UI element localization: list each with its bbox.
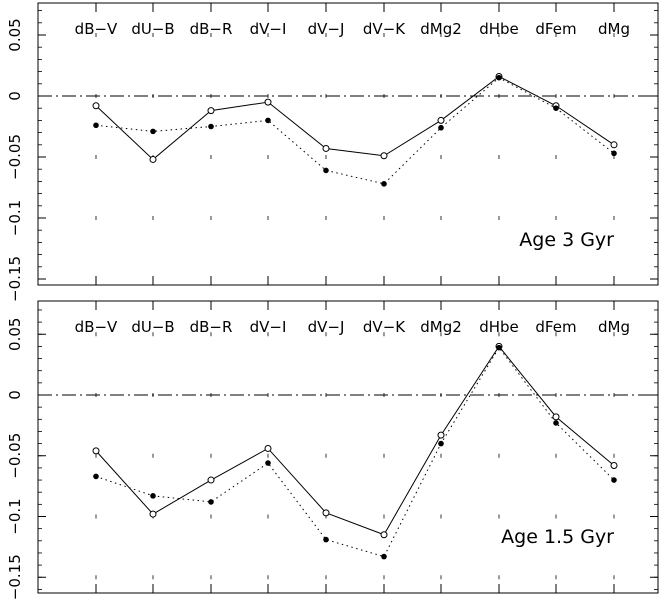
category-label: dV−J <box>308 20 345 38</box>
filled-circle-marker <box>553 420 559 426</box>
category-label: dB−R <box>190 20 233 38</box>
filled-circle-marker <box>381 181 387 187</box>
filled-circle-marker <box>496 74 502 81</box>
open-circle-marker <box>92 447 100 455</box>
y-tick-label: 0 <box>6 390 24 400</box>
filled-circle-marker <box>265 117 271 124</box>
category-label: dMg <box>598 20 630 38</box>
chart-panel-2: 0.05 0 −0.05 −0.1 −0.15 dB−V dU−B dB−R dV−I dV−J d… <box>6 300 659 600</box>
open-circle-marker <box>380 152 388 160</box>
open-circle-marker <box>610 141 618 149</box>
category-label: dV−I <box>250 318 287 336</box>
open-circle-marker <box>322 144 330 152</box>
filled-circle-marker <box>93 122 99 129</box>
open-circle-marker <box>149 155 157 163</box>
category-label: dMg <box>598 318 630 336</box>
filled-circle-marker <box>265 460 271 466</box>
age-annotation: Age 3 Gyr <box>519 229 614 251</box>
series-dotted-line <box>95 77 615 185</box>
category-label: dV−K <box>363 20 406 38</box>
age-annotation: Age 1.5 Gyr <box>501 526 614 548</box>
filled-circle-marker <box>150 493 156 499</box>
series-solid-line <box>95 345 615 536</box>
y-tick-label: 0.05 <box>6 18 24 51</box>
filled-circle-marker <box>323 536 329 543</box>
filled-circle-marker <box>208 499 214 505</box>
filled-circle-marker <box>496 344 502 351</box>
open-circle-marker <box>149 510 157 518</box>
open-circle-marker <box>610 461 618 469</box>
open-circle-marker <box>207 476 215 484</box>
category-label: dB−V <box>75 318 118 336</box>
filled-circle-marker <box>208 123 214 130</box>
filled-circle-marker <box>553 105 559 111</box>
category-label: dV−K <box>363 318 406 336</box>
filled-circle-marker <box>93 473 99 480</box>
y-tick-label: −0.15 <box>6 554 24 600</box>
category-label: dMg2 <box>420 20 462 38</box>
category-label: dMg2 <box>420 318 462 336</box>
filled-circle-marker <box>381 553 387 560</box>
y-tick-label: 0.05 <box>6 318 24 351</box>
filled-circle-marker <box>323 167 329 174</box>
open-circle-marker <box>207 107 215 115</box>
filled-circle-marker <box>611 150 617 157</box>
filled-circle-marker <box>438 440 444 447</box>
filled-circle-marker <box>438 124 444 131</box>
category-label: dB−V <box>75 20 118 38</box>
category-label: dV−I <box>250 20 287 38</box>
open-circle-marker <box>92 102 100 110</box>
open-circle-marker <box>437 116 445 124</box>
y-tick-label: −0.05 <box>6 433 24 479</box>
open-circle-marker <box>264 444 272 452</box>
open-circle-marker <box>552 413 560 421</box>
y-tick-label: −0.1 <box>6 200 24 236</box>
y-tick-label: −0.1 <box>6 498 24 534</box>
category-label: dFem <box>535 20 576 38</box>
y-tick-label: 0 <box>6 91 24 101</box>
open-circle-marker <box>322 509 330 517</box>
category-label: dFem <box>535 318 576 336</box>
y-tick-label: −0.05 <box>6 134 24 180</box>
open-circle-marker <box>264 98 272 106</box>
category-label: dHbe <box>479 20 519 38</box>
open-circle-marker <box>380 531 388 539</box>
chart-panel-1: 0.05 0 −0.05 −0.1 −0.15 dB−V dU−B dB−R dV−I dV−J d… <box>6 2 659 302</box>
filled-circle-marker <box>611 477 617 483</box>
y-tick-label: −0.15 <box>6 256 24 302</box>
plot-frame <box>37 2 659 286</box>
plot-frame <box>37 300 659 594</box>
category-label: dB−R <box>190 318 233 336</box>
open-circle-marker <box>437 431 445 439</box>
series-solid-line <box>95 75 615 161</box>
category-label: dHbe <box>479 318 519 336</box>
category-label: dV−J <box>308 318 345 336</box>
filled-circle-marker <box>150 128 156 135</box>
category-label: dU−B <box>131 318 174 336</box>
category-label: dU−B <box>131 20 174 38</box>
